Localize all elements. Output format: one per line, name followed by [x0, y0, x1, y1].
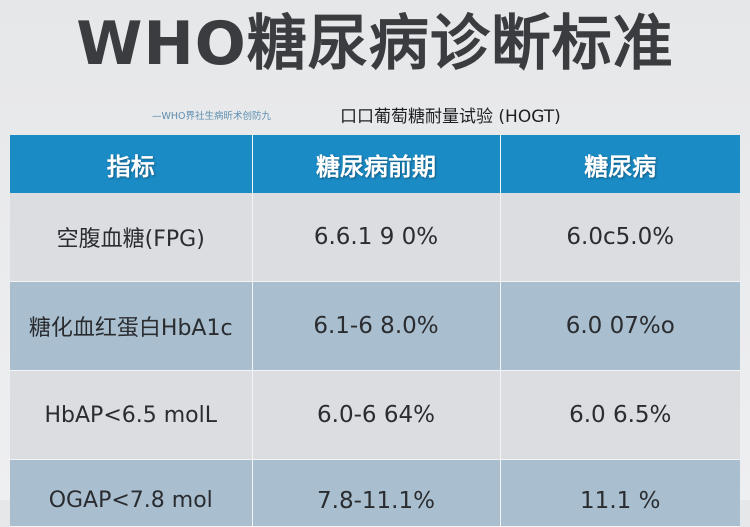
table-header: 指标 糖尿病前期 糖尿病	[10, 135, 740, 193]
cell-prediabetes: 6.0-6 64%	[252, 370, 501, 460]
cell-diabetes: 6.0 07%o	[500, 281, 740, 371]
cell-diabetes: 6.0 6.5%	[500, 370, 740, 460]
cell-prediabetes: 7.8-11.1%	[252, 459, 501, 527]
cell-prediabetes: 6.6.1 9 0%	[252, 193, 501, 282]
header-indicator: 指标	[10, 135, 253, 193]
cell-diabetes: 6.0c5.0%	[500, 193, 740, 282]
cell-indicator: HbAP<6.5 molL	[10, 370, 253, 460]
subtitle-small: —WHO界社生病昕术创防九	[152, 111, 272, 122]
table-row: HbAP<6.5 molL 6.0-6 64% 6.0 6.5%	[10, 370, 740, 460]
table-row: 空腹血糖(FPG) 6.6.1 9 0% 6.0c5.0%	[10, 193, 740, 282]
criteria-table: 指标 糖尿病前期 糖尿病 空腹血糖(FPG) 6.6.1 9 0% 6.0c5.…	[10, 135, 740, 527]
cell-prediabetes: 6.1-6 8.0%	[252, 281, 501, 371]
subtitle-main: 口口葡萄糖耐量试验 (HOGT)	[340, 107, 561, 127]
cell-indicator: OGAP<7.8 mol	[10, 459, 253, 527]
page-title: WHO糖尿病诊断标准	[76, 9, 674, 79]
table-row: OGAP<7.8 mol 7.8-11.1% 11.1 %	[10, 459, 740, 527]
cell-diabetes: 11.1 %	[500, 459, 740, 527]
subtitle-row: —WHO界社生病昕术创防九 口口葡萄糖耐量试验 (HOGT)	[0, 100, 750, 130]
cell-indicator: 空腹血糖(FPG)	[10, 193, 253, 282]
header-diabetes: 糖尿病	[500, 135, 740, 193]
header-prediabetes: 糖尿病前期	[252, 135, 501, 193]
cell-indicator: 糖化血红蛋白HbA1c	[10, 281, 253, 371]
table-row: 糖化血红蛋白HbA1c 6.1-6 8.0% 6.0 07%o	[10, 281, 740, 371]
